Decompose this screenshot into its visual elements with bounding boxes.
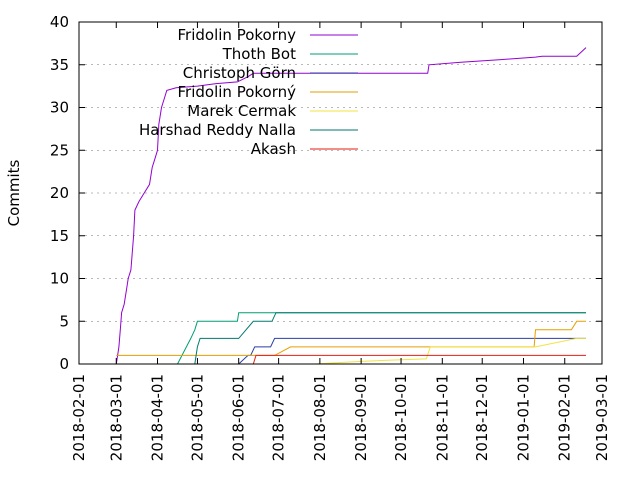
y-tick-label: 15 (50, 227, 69, 245)
legend-label: Akash (251, 140, 296, 158)
y-tick-label: 20 (50, 184, 69, 202)
series-lines (115, 47, 587, 365)
x-axis-ticks: 2018-02-01 2018-03-01 2018-04-01 2018-05-01… (70, 22, 611, 461)
series-line (116, 320, 586, 356)
legend-label: Fridolin Pokorný (178, 83, 297, 101)
x-tick-label: 2018-08-01 (311, 374, 329, 461)
y-tick-label: 40 (50, 13, 69, 31)
grid-lines (79, 64, 602, 322)
y-tick-label: 30 (50, 99, 69, 117)
x-tick-label: 2018-10-01 (392, 374, 410, 461)
y-tick-label: 10 (50, 270, 69, 288)
x-tick-label: 2019-03-01 (593, 374, 611, 461)
x-tick-label: 2019-01-01 (514, 374, 532, 461)
y-tick-label: 25 (50, 141, 69, 159)
y-axis-ticks: 0 5 10 15 20 25 30 35 40 (50, 13, 602, 373)
x-tick-label: 2018-12-01 (473, 374, 491, 461)
legend-label: Thoth Bot (222, 45, 296, 63)
x-tick-label: 2018-09-01 (352, 374, 370, 461)
series-line (194, 312, 586, 365)
series-line (115, 47, 587, 365)
series-line (314, 337, 586, 365)
y-tick-label: 5 (59, 312, 69, 330)
x-tick-label: 2018-03-01 (107, 374, 125, 461)
x-tick-label: 2018-02-01 (70, 374, 88, 461)
x-tick-label: 2018-11-01 (433, 374, 451, 461)
legend-label: Fridolin Pokorny (178, 26, 297, 44)
x-tick-label: 2019-02-01 (556, 374, 574, 461)
x-tick-label: 2018-07-01 (270, 374, 288, 461)
series-line (237, 337, 586, 365)
legend-label: Harshad Reddy Nalla (139, 121, 296, 139)
y-tick-label: 35 (50, 56, 69, 74)
legend-label: Marek Cermak (187, 102, 296, 120)
x-tick-label: 2018-06-01 (230, 374, 248, 461)
legend-label: Christoph Görn (183, 64, 296, 82)
y-tick-label: 0 (59, 355, 69, 373)
x-tick-label: 2018-05-01 (188, 374, 206, 461)
series-line (252, 354, 586, 365)
x-tick-label: 2018-04-01 (149, 374, 167, 461)
y-axis-title: Commits (5, 159, 23, 226)
